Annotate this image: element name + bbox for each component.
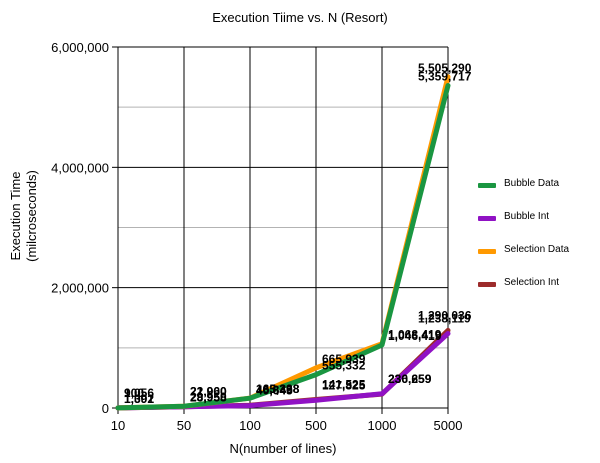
data-label: 1,238,119 (418, 312, 471, 326)
x-tick-label: 100 (239, 418, 261, 433)
legend-swatch (478, 282, 496, 287)
legend-item-selection-int: Selection Int (478, 277, 598, 310)
legend-swatch (478, 249, 496, 254)
data-label: 230,659 (388, 372, 432, 386)
data-label: 665,939 (322, 352, 366, 366)
y-tick-label: 0 (102, 401, 109, 416)
data-label: 21,900 (190, 385, 227, 399)
legend-label: Selection Int (504, 277, 560, 288)
x-tick-label: 10 (111, 418, 125, 433)
data-label: 1,301 (124, 392, 154, 406)
legend-label: Bubble Int (504, 211, 550, 222)
data-label: 28,958 (190, 390, 227, 404)
data-label: 29,950 (190, 390, 227, 404)
data-label: 236,259 (388, 372, 432, 386)
data-label: 5,359,717 (418, 70, 472, 84)
legend-item-selection-data: Selection Data (478, 244, 598, 277)
series-line-bubble-data (115, 83, 451, 411)
x-tick-label: 5000 (434, 418, 463, 433)
series-lines (115, 74, 451, 411)
data-label: 127,825 (322, 378, 366, 392)
x-tick-label: 50 (177, 418, 191, 433)
chart-title: Execution Tiime vs. N (Resort) (212, 10, 388, 25)
series-line-selection-data (115, 74, 451, 411)
data-label: 1,068,419 (388, 328, 442, 342)
data-label: 22,060 (190, 385, 227, 399)
data-label: 5,505,290 (418, 61, 472, 75)
legend-item-bubble-int: Bubble Int (478, 211, 598, 244)
x-axis-label: N(number of lines) (229, 441, 337, 456)
x-tick-label: 1000 (368, 418, 397, 433)
data-label: 1,290,036 (418, 308, 472, 322)
data-label: 141,525 (322, 377, 366, 391)
gridlines (117, 46, 449, 409)
data-label: 165,268 (256, 382, 300, 396)
y-tick-label: 6,000,000 (51, 40, 109, 55)
legend-label: Selection Data (504, 244, 570, 255)
axis-ticks: 0 2,000,000 4,000,000 6,000,000 10 50 100 500 10… (51, 40, 462, 433)
data-label: 900 (124, 386, 144, 400)
legend-swatch (478, 183, 496, 188)
legend-swatch (478, 216, 496, 221)
data-label: 1,092 (124, 392, 154, 406)
data-label: 1,046,419 (388, 329, 442, 343)
legend-item-bubble-data: Bubble Data (478, 178, 598, 211)
y-tick-label: 4,000,000 (51, 160, 109, 175)
y-axis-label-line1: Execution Time (8, 171, 23, 261)
data-label: 1,056 (124, 386, 154, 400)
data-label: 46,849 (256, 383, 293, 397)
y-axis-label-line2: (milcroseconds) (24, 170, 39, 262)
y-axis-label: Execution Time (milcroseconds) (8, 96, 40, 336)
data-labels: 1,092 29,950 163,338 555,332 1,046,419 5,359,… (124, 61, 472, 406)
x-tick-label: 500 (305, 418, 327, 433)
data-label: 163,338 (256, 382, 300, 396)
data-label: 40,645 (256, 384, 293, 398)
legend-label: Bubble Data (504, 178, 560, 189)
data-label: 555,332 (322, 359, 366, 373)
y-tick-label: 2,000,000 (51, 281, 109, 296)
legend: Bubble Data Bubble Int Selection Data Se… (478, 178, 598, 310)
